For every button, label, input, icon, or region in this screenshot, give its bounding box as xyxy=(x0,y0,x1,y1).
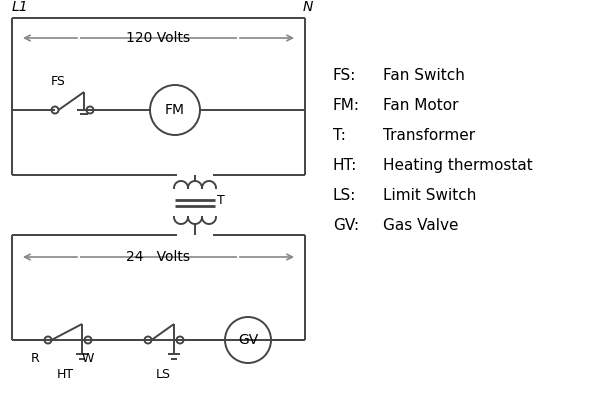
Text: 120 Volts: 120 Volts xyxy=(126,31,191,45)
Text: FM: FM xyxy=(165,103,185,117)
Text: GV: GV xyxy=(238,333,258,347)
Text: N: N xyxy=(303,0,313,14)
Text: T:: T: xyxy=(333,128,346,143)
Text: GV:: GV: xyxy=(333,218,359,233)
Text: Gas Valve: Gas Valve xyxy=(383,218,458,233)
Text: Heating thermostat: Heating thermostat xyxy=(383,158,533,173)
Text: HT: HT xyxy=(57,368,74,381)
Text: R: R xyxy=(31,352,40,365)
Text: Fan Switch: Fan Switch xyxy=(383,68,465,83)
Text: T: T xyxy=(217,194,225,206)
Text: Fan Motor: Fan Motor xyxy=(383,98,458,113)
Text: HT:: HT: xyxy=(333,158,358,173)
Text: LS: LS xyxy=(156,368,171,381)
Text: L1: L1 xyxy=(12,0,29,14)
Text: FS:: FS: xyxy=(333,68,356,83)
Text: Limit Switch: Limit Switch xyxy=(383,188,476,203)
Text: FM:: FM: xyxy=(333,98,360,113)
Text: LS:: LS: xyxy=(333,188,356,203)
Text: FS: FS xyxy=(51,75,66,88)
Text: W: W xyxy=(82,352,94,365)
Text: 24   Volts: 24 Volts xyxy=(126,250,191,264)
Text: Transformer: Transformer xyxy=(383,128,475,143)
